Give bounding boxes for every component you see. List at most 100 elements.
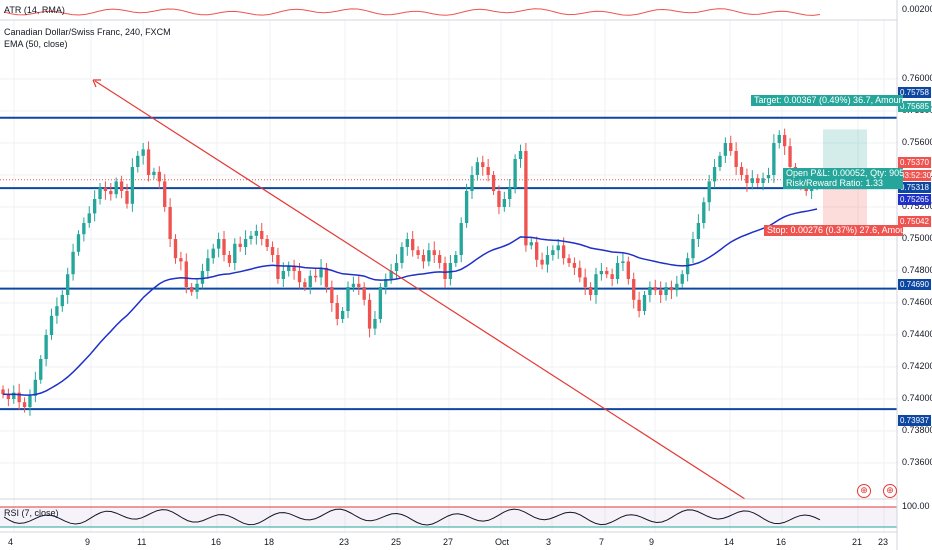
candle-body — [211, 248, 215, 259]
time-tick-label: 23 — [339, 537, 350, 547]
time-tick-label: 16 — [776, 537, 787, 547]
time-tick-label: 3 — [546, 537, 552, 547]
candle-body — [33, 379, 38, 396]
candle-body — [136, 155, 140, 167]
candle-body — [491, 175, 496, 191]
atr-pane — [3, 8, 821, 16]
candle-body — [437, 255, 442, 263]
candle-body — [200, 271, 205, 284]
candle-body — [60, 295, 64, 307]
candle-body — [707, 181, 711, 203]
candle-body — [416, 250, 420, 255]
candle-body — [49, 315, 54, 335]
ema-indicator-label[interactable]: EMA (50, close) — [4, 39, 68, 49]
candle-body — [513, 159, 517, 188]
candle-body — [772, 143, 776, 175]
candle-body — [545, 255, 550, 265]
candle-body — [443, 263, 447, 279]
candle-body — [346, 287, 350, 311]
candle-body — [637, 299, 641, 311]
price-tick-label: 0.75600 — [902, 137, 932, 147]
candle-body — [502, 199, 507, 207]
candle-body — [351, 283, 356, 287]
candle-body — [702, 202, 706, 223]
candle-body — [233, 243, 237, 263]
candle-body — [303, 282, 307, 287]
candle-body — [745, 175, 749, 183]
candle-body — [766, 175, 771, 179]
rsi-indicator-label[interactable]: RSI (7, close) — [4, 508, 59, 518]
candle-body — [157, 171, 162, 182]
candle-body — [92, 199, 97, 214]
candle-body — [594, 274, 598, 295]
candle-body — [427, 250, 431, 262]
candle-body — [486, 167, 490, 175]
chart-title: Canadian Dollar/Swiss Franc, 240, FXCM — [4, 27, 171, 37]
time-tick-label: 9 — [85, 537, 91, 547]
price-tick-label: 0.74200 — [902, 361, 932, 371]
candle-body — [626, 261, 630, 279]
candle-body — [389, 271, 393, 279]
candle-body — [254, 231, 259, 236]
candle-body — [1, 389, 5, 395]
candle-body — [163, 181, 167, 207]
candle-body — [588, 287, 593, 295]
candle-body — [119, 181, 124, 191]
candle-body — [330, 287, 334, 303]
candle-body — [313, 275, 318, 278]
candle-body — [362, 287, 366, 300]
price-tick-label: 0.74400 — [902, 329, 932, 339]
candle-body — [114, 181, 118, 195]
candle-body — [238, 243, 242, 247]
position-stop-label[interactable]: Stop: 0.00276 (0.37%) 27.6, Amount — [764, 225, 903, 236]
position-ratio-label[interactable]: Risk/Reward Ratio: 1.33 — [783, 178, 903, 189]
candle-body — [561, 245, 566, 259]
candle-body — [12, 392, 16, 399]
candle-body — [394, 263, 399, 271]
position-target-label[interactable]: Target: 0.00367 (0.49%) 36.7, Amount: 3 — [751, 95, 903, 106]
price-tag: 0.75265 — [898, 193, 931, 205]
candle-body — [475, 162, 480, 175]
candle-body — [55, 306, 59, 316]
candle-body — [788, 146, 792, 167]
trendline-arrow-head — [92, 79, 101, 88]
candle-body — [173, 239, 178, 259]
candle-body — [87, 213, 91, 223]
rsi-band — [0, 507, 897, 527]
position-open-pl-label[interactable]: Open P&L: 0.00052, Qty: 905 — [783, 168, 903, 179]
candles — [1, 128, 819, 416]
candle-body — [578, 267, 582, 278]
candle-body — [508, 187, 512, 199]
candle-body — [125, 191, 129, 204]
price-tag: 0.75042 — [898, 215, 931, 227]
candle-body — [459, 223, 463, 255]
candle-body — [141, 149, 145, 156]
scroll-to-realtime-icon[interactable]: ⊕ — [857, 484, 871, 498]
candle-body — [454, 255, 458, 263]
candle-body — [367, 299, 372, 329]
candle-body — [750, 178, 754, 183]
time-tick-label: 21 — [852, 537, 863, 547]
candle-body — [734, 151, 738, 167]
candle-body — [6, 394, 11, 399]
candle-body — [357, 283, 361, 287]
atr-indicator-label[interactable]: ATR (14, RMA) — [4, 5, 65, 15]
candle-body — [729, 143, 733, 151]
candle-body — [632, 279, 636, 300]
rsi-pane — [0, 506, 897, 528]
time-tick-label: 9 — [649, 537, 655, 547]
price-tag: 0.75758 — [898, 86, 931, 98]
candle-body — [761, 178, 765, 183]
price-tag: 0.74690 — [898, 278, 931, 290]
time-tick-label: Oct — [495, 537, 510, 547]
candle-body — [615, 263, 620, 279]
candle-body — [206, 258, 210, 271]
candle-body — [621, 261, 625, 263]
candle-body — [373, 319, 377, 329]
candle-body — [605, 271, 609, 275]
jump-to-date-icon[interactable]: ⊕ — [883, 484, 897, 498]
candle-body — [103, 187, 108, 191]
ema-line — [2, 208, 818, 396]
candle-body — [292, 266, 296, 271]
